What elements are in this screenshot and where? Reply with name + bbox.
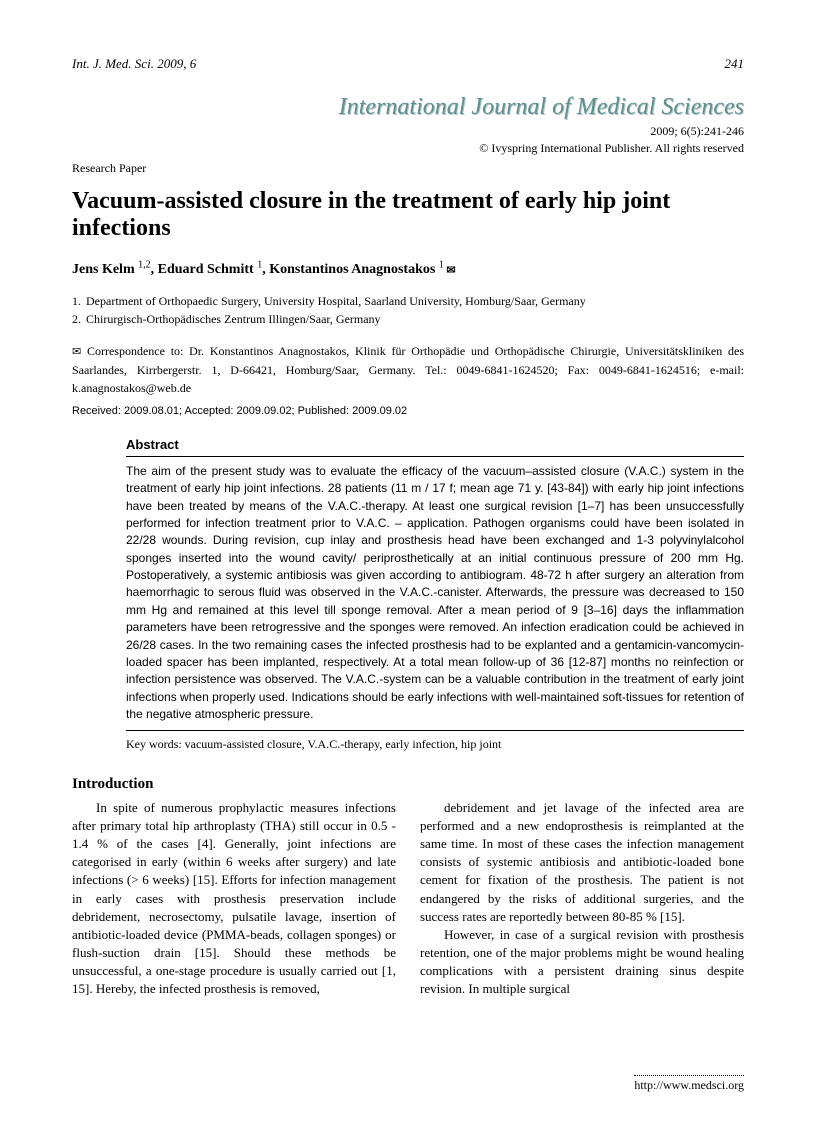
introduction-body: In spite of numerous prophylactic measur… bbox=[72, 799, 744, 999]
abstract-text: The aim of the present study was to eval… bbox=[126, 463, 744, 724]
author: Jens Kelm 1,2, Eduard Schmitt 1, Konstan… bbox=[72, 262, 446, 277]
affiliations: 1.Department of Orthopaedic Surgery, Uni… bbox=[72, 292, 744, 328]
corresponding-icon: ✉ bbox=[446, 264, 455, 276]
paper-type: Research Paper bbox=[72, 161, 744, 176]
intro-p1: In spite of numerous prophylactic measur… bbox=[72, 799, 396, 999]
running-head: Int. J. Med. Sci. 2009, 6 bbox=[72, 56, 196, 72]
envelope-icon: ✉ bbox=[72, 346, 81, 358]
article-title: Vacuum-assisted closure in the treatment… bbox=[72, 188, 744, 242]
journal-citation: 2009; 6(5):241-246 bbox=[72, 123, 744, 140]
running-head-row: Int. J. Med. Sci. 2009, 6 241 bbox=[72, 56, 744, 72]
abstract-rule-bottom bbox=[126, 730, 744, 731]
affiliation-1: 1.Department of Orthopaedic Surgery, Uni… bbox=[72, 292, 744, 310]
journal-title: International Journal of Medical Science… bbox=[72, 94, 744, 121]
keywords: Key words: vacuum-assisted closure, V.A.… bbox=[126, 737, 744, 752]
abstract-block: Abstract The aim of the present study wa… bbox=[126, 437, 744, 752]
affiliation-2: 2.Chirurgisch-Orthopädisches Zentrum Ill… bbox=[72, 310, 744, 328]
journal-copyright: © Ivyspring International Publisher. All… bbox=[72, 140, 744, 157]
correspondence-text: Correspondence to: Dr. Konstantinos Anag… bbox=[72, 344, 744, 395]
page-number: 241 bbox=[725, 56, 745, 72]
intro-p3: However, in case of a surgical revision … bbox=[420, 926, 744, 999]
introduction-heading: Introduction bbox=[72, 776, 744, 793]
abstract-rule-top bbox=[126, 456, 744, 457]
publication-dates: Received: 2009.08.01; Accepted: 2009.09.… bbox=[72, 405, 744, 417]
intro-p2: debridement and jet lavage of the infect… bbox=[420, 799, 744, 926]
correspondence: ✉ Correspondence to: Dr. Konstantinos An… bbox=[72, 342, 744, 397]
abstract-heading: Abstract bbox=[126, 437, 744, 452]
footer-url: http://www.medsci.org bbox=[634, 1075, 744, 1093]
authors-line: Jens Kelm 1,2, Eduard Schmitt 1, Konstan… bbox=[72, 260, 744, 279]
